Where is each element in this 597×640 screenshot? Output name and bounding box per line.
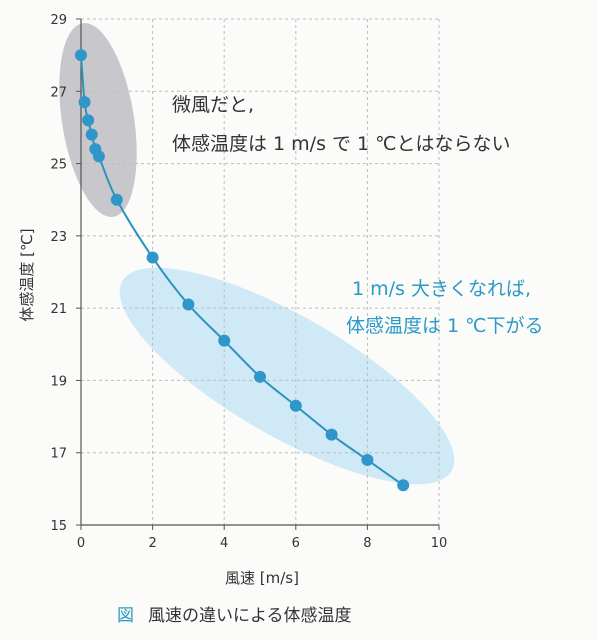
grid: [81, 18, 440, 525]
data-point: [397, 479, 410, 492]
large-wind-highlight-ellipse: [119, 267, 455, 485]
data-point: [182, 298, 195, 311]
figure-caption: 風速の違いによる体感温度: [148, 606, 352, 626]
x-tick-label: 8: [363, 536, 371, 551]
data-point: [85, 128, 98, 141]
figure-caption-mark: 図: [117, 606, 134, 626]
x-tick-label: 6: [292, 536, 300, 551]
data-point: [361, 453, 374, 466]
y-tick-label: 27: [50, 85, 67, 100]
x-tick-label: 2: [148, 536, 156, 551]
data-points: [75, 49, 410, 492]
data-point: [82, 114, 95, 127]
y-tick-label: 19: [50, 374, 67, 389]
data-point: [78, 96, 91, 109]
x-tick-labels: 0 2 4 6 8 10: [77, 536, 447, 551]
annotation-gray-line2: 体感温度は 1 m/s で 1 ℃とはならない: [172, 133, 511, 155]
data-point: [92, 150, 105, 163]
data-point: [75, 49, 87, 62]
x-tick-label: 4: [220, 536, 228, 551]
x-tick-label: 10: [431, 536, 448, 551]
data-point: [289, 399, 302, 412]
y-tick-label: 17: [50, 447, 67, 462]
data-point: [254, 370, 266, 383]
y-tick-labels: 15 17 19 21 23 25 27 29: [50, 13, 67, 534]
y-tick-label: 21: [50, 302, 67, 317]
x-axis-label: 風速 [m/s]: [225, 569, 299, 587]
y-axis-label: 体感温度 [℃]: [18, 228, 36, 321]
data-point: [218, 334, 231, 347]
y-tick-label: 29: [50, 13, 67, 28]
small-wind-highlight-ellipse: [59, 23, 137, 217]
annotation-blue-line2: 体感温度は 1 ℃下がる: [346, 315, 544, 337]
annotation-blue-line1: 1 m/s 大きくなれば,: [352, 278, 531, 300]
y-tick-label: 23: [50, 230, 67, 245]
x-tick-label: 0: [77, 536, 85, 551]
annotation-gray-line1: 微風だと,: [172, 94, 254, 116]
data-point: [110, 193, 123, 206]
y-tick-label: 15: [50, 519, 67, 534]
y-tick-label: 25: [50, 158, 67, 173]
data-point: [325, 428, 338, 441]
data-point: [146, 251, 159, 264]
